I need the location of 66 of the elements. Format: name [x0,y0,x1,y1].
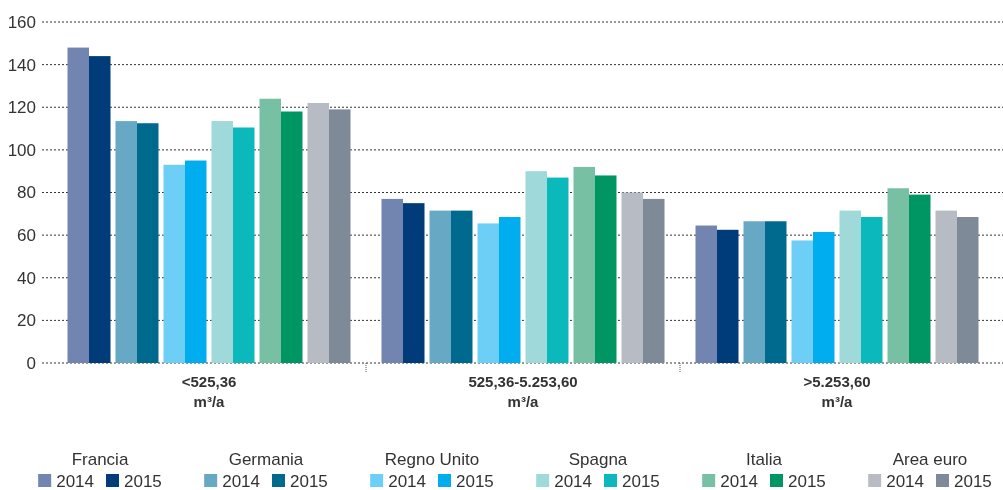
text: Area euro [892,450,968,469]
bar [573,166,595,363]
bar [429,210,451,363]
y-tick-label: 160 [7,12,36,32]
text: Spagna [568,450,628,469]
bar [499,217,521,363]
x-tick-label: <525,36 m³/a [181,373,237,410]
bar [595,175,617,363]
bar [861,217,883,363]
legend-label: 2015 [124,472,162,490]
legend-label: 2014 [886,472,924,490]
legend-label: 2014 [720,472,758,490]
text: Germania [228,450,304,469]
bar [547,177,569,363]
x-tick-label: 525,36-5.253,60 m³/a [468,373,578,410]
legend-label: 2014 [56,472,94,490]
text: Francia [71,450,129,469]
y-tick-label: 20 [17,311,36,331]
bar [233,127,255,363]
bar [307,102,329,363]
x-tick-label: >5.253,60 m³/a [803,373,871,410]
y-tick-label: 40 [17,268,36,288]
bar [67,47,89,363]
bar [185,160,207,363]
bar [765,221,787,363]
legend-label: 2014 [388,472,426,490]
bar [909,194,931,363]
bar [717,229,739,363]
y-tick-label: 60 [17,226,36,246]
y-tick-label: 140 [7,55,36,75]
bar [381,198,403,363]
bar [115,121,137,363]
bar [813,231,835,363]
y-tick-label: 100 [7,140,36,160]
bar [403,203,425,363]
bar [839,210,861,363]
bar [281,111,303,363]
legend-label: 2015 [954,472,992,490]
bar [137,123,159,363]
text: Italia [746,450,783,469]
bar [89,56,111,363]
bar [259,98,281,363]
bar [329,109,351,363]
bar [791,240,813,363]
bar [935,210,957,363]
bar [743,221,765,363]
legend-label: 2015 [456,472,494,490]
legend-label: 2015 [290,472,328,490]
bar [887,188,909,363]
bar [525,171,547,363]
bar [957,217,979,363]
bar [695,225,717,363]
y-tick-label: 80 [17,183,36,203]
bar [211,121,233,363]
bar [451,210,473,363]
legend-label: 2014 [222,472,260,490]
text: Regno Unito [384,450,480,469]
legend-label: 2015 [788,472,826,490]
bar [643,198,665,363]
bar [621,192,643,363]
y-tick-label: 0 [26,353,36,373]
y-tick-label: 120 [7,98,36,118]
legend-label: 2015 [622,472,660,490]
bar [163,164,185,363]
bar [477,223,499,363]
legend-label: 2014 [554,472,592,490]
